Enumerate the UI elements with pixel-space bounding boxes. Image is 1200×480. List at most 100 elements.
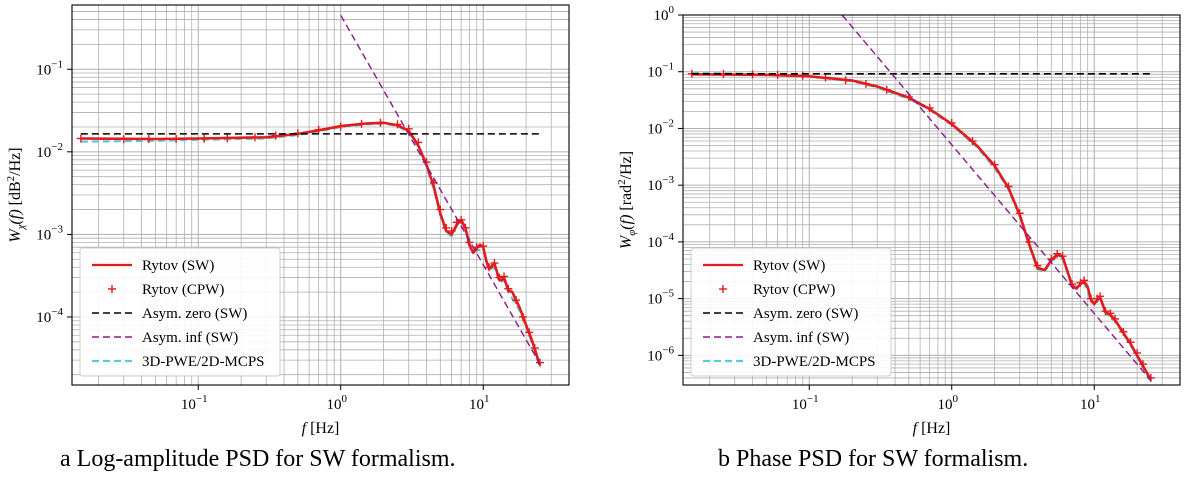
series-rytov-cpw-point	[1111, 314, 1120, 323]
series-rytov-cpw-point	[200, 134, 209, 143]
x-tick-label: 101	[469, 393, 490, 413]
series-rytov-cpw-point	[1004, 182, 1013, 191]
legend-box	[79, 247, 281, 377]
series-rytov-cpw-point	[485, 263, 494, 272]
legend-item: Rytov (SW)	[92, 258, 214, 274]
legend-label: 3D-PWE/2D-MCPS	[142, 354, 265, 370]
legend-label: Rytov (CPW)	[142, 282, 224, 298]
legend-label: Rytov (CPW)	[753, 282, 835, 298]
legend-label: Asym. inf (SW)	[142, 330, 238, 346]
series-rytov-cpw-point	[1025, 237, 1034, 246]
series-rytov-cpw-point	[376, 118, 385, 127]
series-rytov-cpw-point	[1053, 249, 1062, 258]
series-rytov-cpw-point	[530, 344, 539, 353]
y-tick-label: 10−4	[36, 306, 63, 326]
x-tick-label: 100	[326, 393, 347, 413]
legend-item: Rytov (CPW)	[108, 282, 224, 298]
caption-b: b Phase PSD for SW formalism.	[718, 446, 1029, 472]
series-rytov-cpw-point	[518, 312, 527, 321]
legend: Rytov (SW) Rytov (CPW) Asym. zero (SW) Asym…	[690, 247, 892, 377]
legend-label: Rytov (SW)	[142, 258, 214, 274]
series-rytov-cpw-point	[925, 103, 934, 112]
series-rytov-sw-line	[691, 73, 1153, 381]
legend-label: Asym. zero (SW)	[753, 306, 858, 322]
series-rytov-cpw-point	[500, 272, 509, 281]
legend-label: Rytov (SW)	[753, 258, 825, 274]
caption-a: a Log-amplitude PSD for SW formalism.	[60, 446, 456, 472]
series-rytov-cpw-point	[250, 133, 259, 142]
legend-item: Asym. inf (SW)	[703, 330, 849, 346]
series-rytov-cpw-point	[172, 134, 181, 143]
x-tick-label: 10−1	[792, 393, 819, 413]
series-rytov-cpw-point	[393, 120, 402, 129]
series-rytov-cpw-point	[490, 259, 499, 268]
legend-item: Rytov (CPW)	[719, 282, 835, 298]
series-rytov-cpw-point	[1101, 307, 1110, 316]
plot-frame	[682, 14, 1181, 386]
legend: Rytov (SW) Rytov (CPW) Asym. zero (SW) Asym…	[79, 247, 281, 377]
series-rytov-cpw-point	[457, 215, 466, 224]
x-axis-label: f [Hz]	[302, 420, 340, 437]
series-rytov-cpw-point	[314, 125, 323, 134]
series-rytov-cpw-point	[773, 70, 782, 79]
plot-series	[76, 14, 544, 369]
series-rytov-cpw-point	[990, 160, 999, 169]
series-rytov-cpw-point	[452, 218, 461, 227]
legend-item: Asym. zero (SW)	[92, 306, 247, 322]
series-rytov-cpw-point	[76, 134, 85, 143]
series-rytov-cpw-point	[119, 135, 128, 144]
chart-panel-b: 10−1 100 101 10−6 10−5 10−4 10−3 10−2 10−1 100 f […	[616, 4, 1181, 437]
series-rytov-cpw-point	[442, 223, 451, 232]
series-rytov-cpw-point	[144, 134, 153, 143]
series-rytov-cpw-point	[1119, 327, 1128, 336]
legend-item: 3D-PWE/2D-MCPS	[703, 354, 876, 370]
series-rytov-cpw-point	[1106, 309, 1115, 318]
x-tick-label: 100	[937, 393, 958, 413]
series-rytov-cpw-point	[223, 134, 232, 143]
series-rytov-cpw-point	[479, 242, 488, 251]
legend-label: Asym. inf (SW)	[753, 330, 849, 346]
y-axis-label: Wφ(f) [rad2/Hz]	[616, 151, 638, 249]
x-tick-label: 10−1	[181, 393, 208, 413]
series-rytov-cpw-point	[512, 296, 521, 305]
y-tick-label: 10−3	[647, 174, 674, 194]
series-rytov-cpw-point	[1058, 252, 1067, 261]
y-tick-label: 10−6	[647, 344, 674, 364]
series-rytov-cpw-point	[947, 118, 956, 127]
series-rytov-cpw-point	[495, 273, 504, 282]
series-rytov-cpw-point	[882, 85, 891, 94]
series-rytov-cpw-point	[414, 138, 423, 147]
series-rytov-cpw-point	[841, 76, 850, 85]
series-rytov-cpw-point	[357, 119, 366, 128]
y-tick-label: 10−1	[36, 58, 63, 78]
series-rytov-cpw-point	[968, 137, 977, 146]
series-rytov-cpw-point	[336, 122, 345, 131]
y-tick-label: 10−2	[36, 141, 63, 161]
y-tick-label: 10−4	[647, 231, 674, 251]
series-rytov-cpw-point	[1080, 276, 1089, 285]
chart-panel-a: 10−1 100 101 10−4 10−3 10−2 10−1 f [Hz] Wχ(f) [d…	[5, 4, 570, 437]
legend-label: Asym. zero (SW)	[142, 306, 247, 322]
y-tick-label: 10−1	[647, 61, 674, 81]
y-tick-label: 10−3	[36, 223, 63, 243]
series-asym-inf-sw-line	[340, 14, 541, 365]
series-rytov-cpw-point	[271, 131, 280, 140]
series-rytov-cpw-point	[436, 205, 445, 214]
legend-item: Asym. inf (SW)	[92, 330, 238, 346]
series-rytov-cpw-point	[1139, 360, 1148, 369]
series-asym-inf-sw-line	[841, 14, 1152, 381]
series-rytov-cpw-point	[525, 328, 534, 337]
series-rytov-cpw-point	[472, 243, 481, 252]
legend-label: 3D-PWE/2D-MCPS	[753, 354, 876, 370]
y-axis-label: Wχ(f) [dB2/Hz]	[5, 147, 27, 242]
plot-frame	[71, 4, 570, 386]
series-rytov-cpw-point	[821, 73, 830, 82]
figure-canvas: 10−1 100 101 10−4 10−3 10−2 10−1 f [Hz] Wχ(f) [d…	[5, 4, 1181, 437]
y-tick-label: 10−2	[647, 117, 674, 137]
series-rytov-cpw-point	[447, 226, 456, 235]
grid	[72, 5, 570, 385]
series-3d-pwe-2d-mcps-line	[80, 122, 541, 369]
legend-item: 3D-PWE/2D-MCPS	[92, 354, 265, 370]
x-axis-label: f [Hz]	[913, 420, 951, 437]
series-rytov-cpw-point	[1015, 209, 1024, 218]
